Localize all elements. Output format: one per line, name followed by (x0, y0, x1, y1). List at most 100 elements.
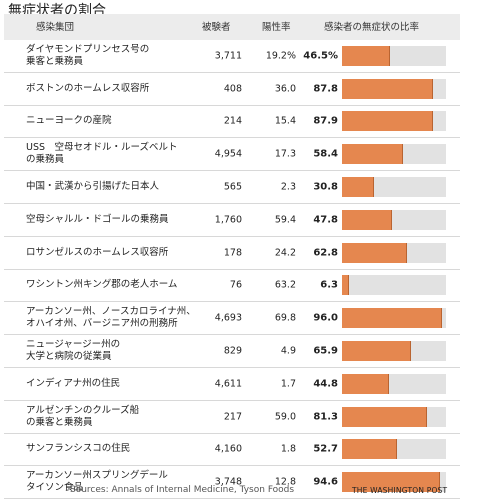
asymptomatic-ratio-label: 46.5% (303, 50, 338, 62)
subjects-value: 1,760 (214, 214, 242, 226)
subjects-value: 178 (223, 247, 242, 259)
positive-rate-value: 4.9 (280, 345, 296, 357)
asymptomatic-ratio-label: 96.0 (313, 312, 338, 324)
asymptomatic-ratio-label: 87.8 (313, 83, 338, 95)
bar-track (342, 111, 446, 132)
table-row: ボストンのホームレス収容所 408 36.0 87.8 (4, 73, 460, 106)
positive-rate-value: 15.4 (274, 115, 296, 127)
table-row: USS 空母セオドル・ルーズベルト の乗務員 4,954 17.3 58.4 (4, 138, 460, 172)
subjects-value: 565 (223, 181, 242, 193)
header-asymptomatic-ratio: 感染者の無症状の比率 (324, 22, 420, 33)
group-label: ロサンゼルスのホームレス収容所 (26, 246, 169, 258)
bar-track (342, 373, 446, 394)
asymptomatic-ratio-label: 44.8 (313, 378, 338, 390)
table-body: ダイヤモンドプリンセス号の 乗客と乗務員 3,711 19.2% 46.5% ボストンのホ… (4, 40, 460, 500)
bar-track (342, 45, 446, 66)
positive-rate-value: 24.2 (274, 247, 296, 259)
bar-track (342, 209, 446, 230)
group-label: サンフランシスコの住民 (26, 443, 131, 455)
group-label: ニュージャージー州の 大学と病院の従業員 (26, 339, 121, 363)
subjects-value: 3,748 (214, 476, 242, 488)
credit-text: THE WASHINGTON POST (352, 486, 448, 495)
group-label: 中国・武漢から引揚げた日本人 (26, 181, 160, 193)
header-positive-rate: 陽性率 (262, 22, 291, 33)
positive-rate-value: 59.4 (274, 214, 296, 226)
positive-rate-value: 17.3 (274, 148, 296, 160)
bar-track (342, 472, 446, 493)
table-row: インディアナ州の住民 4,611 1.7 44.8 (4, 368, 460, 401)
table-row: アルゼンチンのクルーズ船 の乗客と乗務員 217 59.0 81.3 (4, 401, 460, 434)
subjects-value: 76 (229, 279, 242, 291)
positive-rate-value: 1.8 (280, 443, 296, 455)
bar-track (342, 308, 446, 329)
bar (342, 341, 411, 362)
subjects-value: 829 (223, 345, 242, 357)
subjects-value: 3,711 (214, 50, 242, 62)
bar (342, 209, 392, 230)
table-row: アーカンソー州、ノースカロライナ州、 オハイオ州、バージニア州の刑務所 4,693 6… (4, 302, 460, 336)
table-row: ダイヤモンドプリンセス号の 乗客と乗務員 3,711 19.2% 46.5% (4, 40, 460, 73)
bar (342, 177, 375, 198)
positive-rate-value: 2.3 (280, 181, 296, 193)
bar (342, 242, 408, 263)
table-row: サンフランシスコの住民 4,160 1.8 52.7 (4, 434, 460, 467)
group-label: アーカンソー州、ノースカロライナ州、 オハイオ州、バージニア州の刑務所 (26, 306, 196, 330)
table-row: アーカンソー州スプリングデール タイソン食品 3,748 12.8 94.6 (4, 466, 460, 500)
subjects-value: 4,693 (214, 312, 242, 324)
asymptomatic-ratio-label: 47.8 (313, 214, 338, 226)
positive-rate-value: 59.0 (274, 411, 296, 423)
positive-rate-value: 1.7 (280, 378, 296, 390)
bar-track (342, 406, 446, 427)
group-label: ダイヤモンドプリンセス号の 乗客と乗務員 (26, 43, 150, 67)
subjects-value: 4,954 (214, 148, 242, 160)
bar (342, 406, 427, 427)
table-row: 中国・武漢から引揚げた日本人 565 2.3 30.8 (4, 171, 460, 204)
group-label: インディアナ州の住民 (26, 377, 121, 389)
asymptomatic-ratio-label: 81.3 (313, 411, 338, 423)
table-row: ワシントン州キング郡の老人ホーム 76 63.2 6.3 (4, 270, 460, 303)
bar-track (342, 78, 446, 99)
bar-track (342, 439, 446, 460)
bar (342, 308, 442, 329)
positive-rate-value: 36.0 (274, 83, 296, 95)
asymptomatic-ratio-label: 58.4 (313, 148, 338, 160)
bar (342, 275, 349, 296)
subjects-value: 217 (223, 411, 242, 423)
asymptomatic-ratio-label: 87.9 (313, 115, 338, 127)
group-label: ニューヨークの産院 (26, 115, 112, 127)
bar-track (342, 144, 446, 165)
table-row: ニュージャージー州の 大学と病院の従業員 829 4.9 65.9 (4, 335, 460, 368)
group-label: ワシントン州キング郡の老人ホーム (26, 279, 178, 291)
table-row: ロサンゼルスのホームレス収容所 178 24.2 62.8 (4, 237, 460, 270)
bar-track (342, 341, 446, 362)
positive-rate-value: 12.8 (274, 476, 296, 488)
source-note: Sources: Annals of Internal Medicine, Ty… (70, 485, 295, 495)
bar-track (342, 177, 446, 198)
bar (342, 111, 434, 132)
table-row: 空母シャルル・ドゴールの乗務員 1,760 59.4 47.8 (4, 204, 460, 237)
group-label: 空母シャルル・ドゴールの乗務員 (26, 213, 169, 225)
asymptomatic-ratio-label: 65.9 (313, 345, 338, 357)
bar (342, 439, 397, 460)
asymptomatic-ratio-label: 94.6 (313, 476, 338, 488)
bar (342, 78, 434, 99)
asymptomatic-ratio-label: 30.8 (313, 181, 338, 193)
table-row: ニューヨークの産院 214 15.4 87.9 (4, 106, 460, 139)
group-label: アーカンソー州スプリングデール タイソン食品 (26, 470, 168, 494)
subjects-value: 4,160 (214, 443, 242, 455)
bar-track (342, 242, 446, 263)
asymptomatic-ratio-label: 6.3 (320, 279, 338, 291)
positive-rate-value: 63.2 (274, 279, 296, 291)
header-group: 感染集団 (36, 22, 75, 33)
subjects-value: 214 (223, 115, 242, 127)
subjects-value: 4,611 (214, 378, 242, 390)
bar (342, 373, 389, 394)
asymptomatic-ratio-label: 62.8 (313, 247, 338, 259)
bar (342, 144, 403, 165)
subjects-value: 408 (223, 83, 242, 95)
table-header: 感染集団 被験者 陽性率 感染者の無症状の比率 (4, 14, 460, 40)
group-label: ボストンのホームレス収容所 (26, 82, 150, 94)
header-subjects: 被験者 (202, 22, 231, 33)
positive-rate-value: 19.2% (265, 50, 296, 62)
group-label: USS 空母セオドル・ルーズベルト の乗務員 (26, 142, 178, 166)
